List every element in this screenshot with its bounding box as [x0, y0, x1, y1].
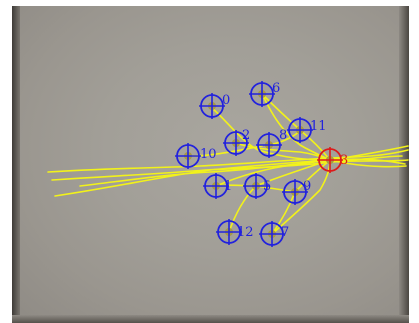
marker-label: 10: [200, 147, 217, 162]
yellow-trajectories: [47, 93, 409, 235]
trajectory-line: [329, 159, 407, 168]
camera-photo: [12, 6, 409, 323]
marker-label: 1: [224, 179, 232, 194]
photo-edge-left: [12, 6, 20, 323]
marker-12: 12: [216, 219, 254, 245]
marker-label: 12: [237, 225, 254, 240]
trajectory-line: [47, 149, 409, 173]
marker-2: 2: [223, 128, 250, 156]
trajectory-line: [235, 142, 331, 161]
marker-9: 9: [282, 179, 311, 205]
trajectory-line: [261, 93, 331, 161]
marker-3: 3: [317, 147, 348, 173]
marker-label: 2: [242, 128, 250, 143]
photo-edge-bottom: [12, 315, 409, 323]
marker-label: 8: [279, 128, 287, 143]
marker-7: 7: [259, 221, 289, 247]
marker-10: 10: [175, 143, 217, 169]
trajectory-line: [329, 145, 409, 161]
marker-1: 1: [203, 173, 232, 199]
marker-8: 8: [256, 128, 287, 158]
marker-label: 0: [222, 93, 230, 108]
marker-label: 11: [310, 119, 327, 134]
marker-label: 5: [263, 179, 271, 194]
marker-label: 6: [272, 81, 280, 96]
marker-label: 7: [281, 225, 289, 240]
trajectory-line: [255, 159, 331, 187]
marker-0: 0: [199, 93, 230, 119]
marker-11: 11: [287, 117, 327, 143]
marker-label: 9: [303, 179, 311, 194]
marker-5: 5: [243, 173, 271, 199]
trajectory-line: [211, 107, 331, 161]
trajectory-line: [271, 159, 331, 235]
marker-label: 3: [340, 153, 348, 168]
marker-layer: 0 6 2 8 11 10 1 5 9 12 7 3: [175, 81, 348, 247]
trajectory-line: [261, 93, 301, 131]
marker-6: 6: [249, 81, 280, 107]
trajectory-line: [51, 159, 409, 181]
